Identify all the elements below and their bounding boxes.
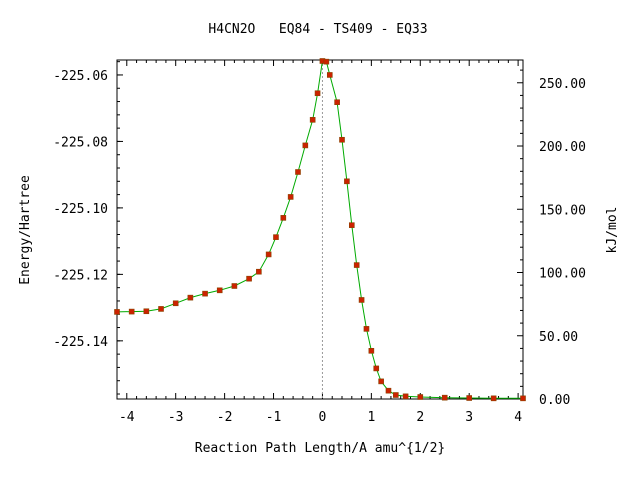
y-left-axis-label: Energy/Hartree: [18, 175, 33, 285]
data-point: [273, 234, 279, 240]
chart-title: H4CN2O EQ84 - TS409 - EQ33: [208, 22, 427, 37]
y-right-tick-label: 150.00: [539, 203, 586, 218]
data-point: [490, 395, 497, 402]
data-point: [216, 287, 223, 294]
data-point: [287, 194, 294, 200]
data-point: [172, 300, 179, 307]
data-point: [373, 365, 380, 372]
y-right-tick-label: 0.00: [539, 393, 570, 408]
x-tick-label: 3: [465, 410, 473, 425]
data-point: [417, 394, 424, 400]
data-point: [363, 326, 370, 332]
data-point: [314, 90, 321, 97]
x-tick-label: -1: [266, 410, 282, 425]
data-point: [348, 222, 355, 228]
data-point: [358, 297, 365, 303]
data-point: [334, 99, 340, 106]
data-point: [344, 178, 350, 185]
data-point: [368, 348, 375, 354]
data-point: [295, 169, 301, 175]
y-left-tick-label: -225.06: [53, 69, 108, 84]
x-tick-label: 4: [514, 410, 522, 425]
data-point: [323, 58, 330, 65]
data-point: [302, 142, 309, 149]
y-right-ticks: 250.00 200.00 150.00 100.00 50.00 0.00: [517, 69, 586, 408]
data-point: [353, 262, 360, 268]
data-point: [143, 308, 150, 315]
data-point: [378, 378, 384, 385]
x-tick-label: -3: [168, 410, 184, 425]
x-ticks: -4 -3 -2 -1 0 1 2 3 4: [119, 60, 522, 425]
x-tick-label: 0: [319, 410, 327, 425]
y-right-tick-label: 50.00: [539, 330, 578, 345]
x-tick-label: -4: [119, 410, 135, 425]
data-point: [466, 395, 472, 401]
data-point: [339, 136, 345, 143]
data-point: [441, 394, 448, 401]
data-point: [326, 72, 333, 78]
data-point: [280, 215, 287, 221]
data-point: [265, 251, 272, 258]
data-point: [128, 308, 135, 315]
y-left-tick-label: -225.10: [53, 202, 108, 217]
data-point: [309, 117, 316, 123]
data-markers: [114, 58, 526, 402]
data-point: [520, 395, 526, 402]
data-point: [158, 306, 164, 312]
x-tick-label: -2: [217, 410, 233, 425]
y-left-ticks: -225.06 -225.08 -225.10 -225.12 -225.14: [53, 61, 123, 395]
data-point: [114, 309, 120, 315]
x-tick-label: 1: [367, 410, 375, 425]
data-point: [202, 290, 208, 297]
data-point: [187, 294, 194, 301]
y-left-tick-label: -225.08: [53, 135, 108, 150]
y-right-tick-label: 250.00: [539, 77, 586, 92]
data-point: [256, 268, 262, 275]
y-left-tick-label: -225.12: [53, 268, 108, 283]
x-tick-label: 2: [416, 410, 424, 425]
data-point: [231, 283, 238, 289]
data-point: [393, 392, 399, 398]
y-left-tick-label: -225.14: [53, 335, 108, 350]
y-right-tick-label: 200.00: [539, 140, 586, 155]
x-axis-label: Reaction Path Length/A amu^{1/2}: [195, 441, 445, 456]
data-point: [385, 387, 392, 394]
plot-frame: [116, 59, 524, 400]
y-right-tick-label: 100.00: [539, 267, 586, 282]
energy-curve: [116, 60, 523, 399]
data-point: [246, 275, 252, 282]
data-point: [402, 393, 409, 400]
y-right-axis-label: kJ/mol: [605, 207, 620, 254]
